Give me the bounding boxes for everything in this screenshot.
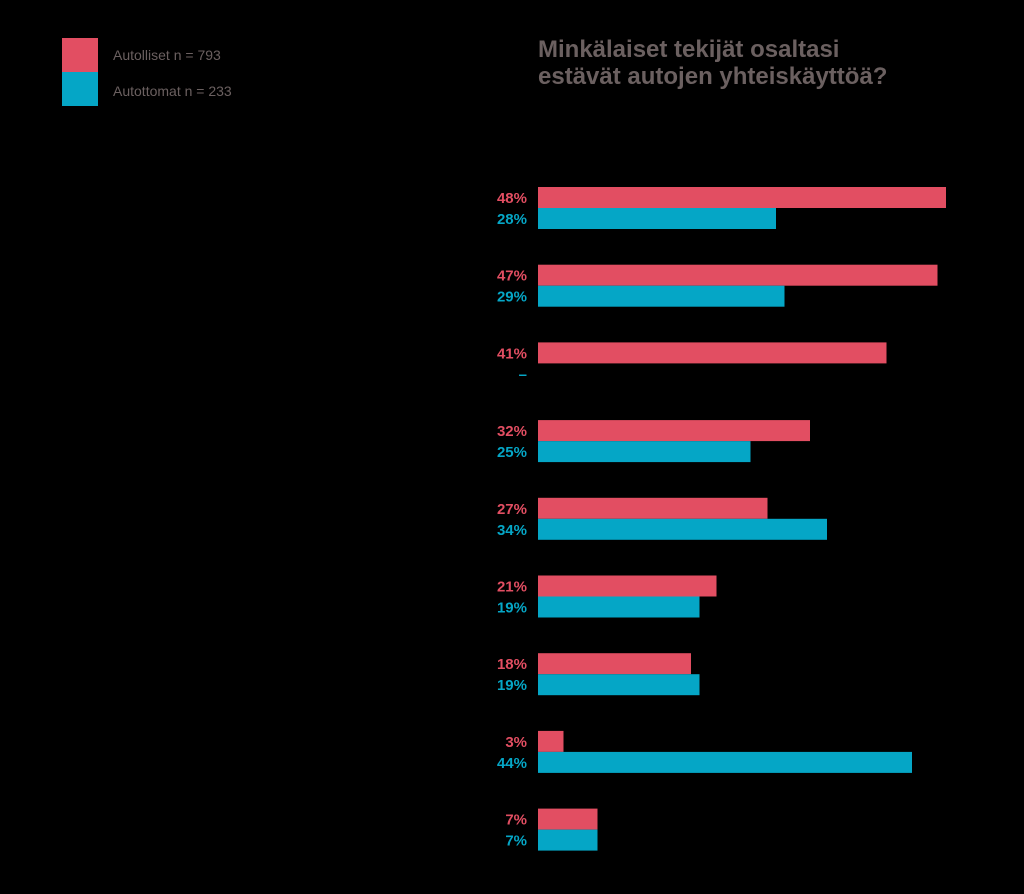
value-label-autottomat-4: 25%: [497, 444, 527, 461]
value-label-autolliset-9: 7%: [505, 812, 527, 829]
value-label-autottomat-8: 44%: [497, 755, 527, 772]
value-label-autolliset-7: 18%: [497, 656, 527, 673]
bar-autottomat-5: [538, 518, 827, 540]
bar-autolliset-6: [538, 575, 717, 597]
bar-autolliset-4: [538, 420, 810, 442]
legend-label-autolliset: Autolliset n = 793: [113, 47, 221, 63]
value-label-autottomat-2: 29%: [497, 289, 527, 306]
legend-label-autottomat: Autottomat n = 233: [113, 83, 232, 99]
bar-autolliset-7: [538, 653, 691, 675]
chart-title-line-1: Minkälaiset tekijät osaltasi: [538, 36, 839, 63]
value-label-autolliset-3: 41%: [497, 345, 527, 362]
value-label-autolliset-8: 3%: [505, 734, 527, 751]
value-label-autolliset-5: 27%: [497, 501, 527, 518]
value-label-autottomat-3: –: [519, 366, 527, 383]
value-label-autottomat-9: 7%: [505, 833, 527, 850]
bar-autottomat-2: [538, 285, 785, 307]
value-label-autottomat-1: 28%: [497, 211, 527, 228]
legend-swatch-autottomat: [62, 72, 98, 106]
value-label-autolliset-2: 47%: [497, 268, 527, 285]
bar-autolliset-3: [538, 342, 887, 364]
bar-autolliset-8: [538, 730, 564, 752]
chart-title: Minkälaiset tekijät osaltasi estävät aut…: [538, 36, 887, 90]
chart-title-line-2: estävät autojen yhteiskäyttöä?: [538, 63, 887, 90]
bar-autottomat-9: [538, 829, 598, 851]
bars: [538, 187, 946, 851]
value-label-autolliset-4: 32%: [497, 423, 527, 440]
bar-autolliset-2: [538, 264, 938, 286]
bar-autottomat-4: [538, 441, 751, 463]
bar-autolliset-5: [538, 497, 768, 519]
value-label-autottomat-6: 19%: [497, 600, 527, 617]
value-labels: 48% 28% 47% 29% 41% – 32% 25% 27% 34% 21% 19% 18% 19%…: [497, 190, 527, 850]
value-label-autottomat-7: 19%: [497, 677, 527, 694]
bar-autottomat-6: [538, 596, 700, 618]
legend: Autolliset n = 793 Autottomat n = 233: [62, 38, 232, 106]
bar-autottomat-1: [538, 208, 776, 229]
bar-autottomat-8: [538, 751, 912, 773]
value-label-autolliset-6: 21%: [497, 579, 527, 596]
bar-autolliset-9: [538, 808, 598, 830]
bar-autottomat-7: [538, 674, 700, 696]
legend-swatch-autolliset: [62, 38, 98, 72]
value-label-autolliset-1: 48%: [497, 190, 527, 207]
value-label-autottomat-5: 34%: [497, 522, 527, 539]
bar-autolliset-1: [538, 187, 946, 208]
